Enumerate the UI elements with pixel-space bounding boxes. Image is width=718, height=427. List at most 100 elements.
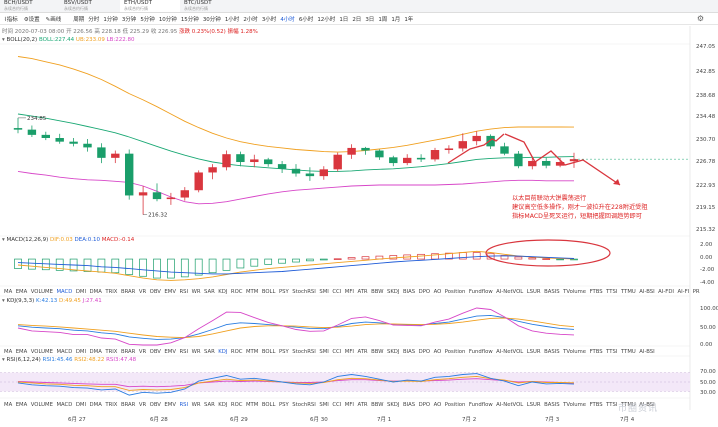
indicator-tab-trix[interactable]: TRIX bbox=[105, 349, 118, 355]
indicator-tab-tvolume[interactable]: TVolume bbox=[563, 289, 587, 295]
indicator-tab-rsi[interactable]: RSI bbox=[179, 289, 189, 295]
indicator-tab-cci[interactable]: CCI bbox=[332, 402, 342, 408]
period-option-8[interactable]: 1小时 bbox=[224, 16, 240, 23]
settings-button[interactable]: ⚙设置 bbox=[22, 15, 42, 23]
indicator-tab-dpo[interactable]: DPO bbox=[418, 402, 431, 408]
indicator-tab-smi[interactable]: SMI bbox=[319, 402, 329, 408]
period-option-17[interactable]: 1周 bbox=[378, 16, 388, 23]
indicator-tab-tvolume[interactable]: TVolume bbox=[563, 349, 587, 355]
indicator-tab-ftbs[interactable]: FTBS bbox=[589, 402, 603, 408]
indicator-tab-ai-bsi[interactable]: AI-BSI bbox=[639, 289, 655, 295]
indicator-tab-smi[interactable]: SMI bbox=[319, 349, 329, 355]
indicator-tab-psy[interactable]: PSY bbox=[278, 349, 289, 355]
period-option-9[interactable]: 2小时 bbox=[243, 16, 258, 23]
indicator-tab-atr[interactable]: ATR bbox=[357, 289, 368, 295]
indicator-tab-vr[interactable]: VR bbox=[138, 289, 147, 295]
period-option-18[interactable]: 1月 bbox=[391, 16, 401, 23]
indicator-tab-ttsi[interactable]: TTSI bbox=[606, 289, 618, 295]
period-option-0[interactable]: 周期 bbox=[73, 16, 85, 23]
draw-button[interactable]: ✎画线 bbox=[44, 15, 64, 23]
indicator-tab-stochrsi[interactable]: StochRSI bbox=[292, 402, 316, 408]
indicator-tab-mfi[interactable]: MFI bbox=[344, 402, 354, 408]
indicator-button[interactable]: ⌇指标 bbox=[2, 15, 20, 23]
indicator-tab-sar[interactable]: SAR bbox=[204, 289, 215, 295]
indicator-tab-ao[interactable]: AO bbox=[433, 402, 442, 408]
indicator-tab-dmi[interactable]: DMI bbox=[75, 289, 87, 295]
indicator-tab-mtm[interactable]: MTM bbox=[245, 289, 259, 295]
indicator-tab-volume[interactable]: VOLUME bbox=[30, 402, 53, 408]
indicator-tab-ema[interactable]: EMA bbox=[15, 349, 28, 355]
indicator-tab-boll[interactable]: BOLL bbox=[261, 402, 276, 408]
indicator-tab-macd[interactable]: MACD bbox=[56, 349, 73, 355]
indicator-tab-lsur[interactable]: LSUR bbox=[526, 289, 541, 295]
indicator-tab-stochrsi[interactable]: StochRSI bbox=[292, 289, 316, 295]
indicator-tab-volume[interactable]: VOLUME bbox=[30, 349, 53, 355]
indicator-tab-ttmu[interactable]: TTMU bbox=[620, 289, 636, 295]
indicator-tab-bbw[interactable]: BBW bbox=[371, 289, 384, 295]
indicator-tab-dma[interactable]: DMA bbox=[89, 289, 102, 295]
indicator-tab-roc[interactable]: ROC bbox=[230, 289, 243, 295]
indicator-tab-skdj[interactable]: SKDJ bbox=[386, 349, 400, 355]
indicator-tab-dmi[interactable]: DMI bbox=[75, 402, 87, 408]
indicator-tab-atr[interactable]: ATR bbox=[357, 402, 368, 408]
indicator-tab-skdj[interactable]: SKDJ bbox=[386, 402, 400, 408]
indicator-tab-boll[interactable]: BOLL bbox=[261, 289, 276, 295]
indicator-tab-ai-netvol[interactable]: AI-NetVOL bbox=[496, 402, 524, 408]
period-option-3[interactable]: 3分钟 bbox=[121, 16, 137, 23]
indicator-tab-ai-bsi[interactable]: AI-BSI bbox=[639, 402, 655, 408]
indicator-tab-ttmu[interactable]: TTMU bbox=[620, 349, 636, 355]
indicator-tab-ftbs[interactable]: FTBS bbox=[589, 349, 603, 355]
indicator-tab-volume[interactable]: VOLUME bbox=[30, 289, 53, 295]
indicator-tab-trix[interactable]: TRIX bbox=[105, 289, 118, 295]
indicator-tab-vr[interactable]: VR bbox=[138, 349, 147, 355]
indicator-tab-ftbs[interactable]: FTBS bbox=[589, 289, 603, 295]
period-option-1[interactable]: 分时 bbox=[88, 16, 100, 23]
indicator-tab-basis[interactable]: BASIS bbox=[544, 289, 560, 295]
period-option-6[interactable]: 15分钟 bbox=[180, 16, 199, 23]
indicator-tab-bbw[interactable]: BBW bbox=[371, 402, 384, 408]
period-option-13[interactable]: 12小时 bbox=[317, 16, 336, 23]
indicator-tab-roc[interactable]: ROC bbox=[230, 349, 243, 355]
period-option-12[interactable]: 6小时 bbox=[298, 16, 314, 23]
tab-bch[interactable]: BCH/USDT 永续合约行情 bbox=[0, 0, 60, 12]
indicator-tab-ai-netvol[interactable]: AI-NetVOL bbox=[496, 349, 524, 355]
indicator-tab-obv[interactable]: OBV bbox=[149, 402, 161, 408]
indicator-tab-basis[interactable]: BASIS bbox=[544, 349, 560, 355]
indicator-tab-bias[interactable]: BIAS bbox=[402, 349, 416, 355]
indicator-tab-mfi[interactable]: MFI bbox=[344, 289, 354, 295]
indicator-tab-position[interactable]: Position bbox=[444, 289, 466, 295]
indicator-tab-tvolume[interactable]: TVolume bbox=[563, 402, 587, 408]
tab-eth[interactable]: ETH/USDT 永续合约行情 bbox=[120, 0, 180, 12]
period-option-2[interactable]: 1分钟 bbox=[103, 16, 118, 23]
indicator-tab-macd[interactable]: MACD bbox=[56, 402, 73, 408]
indicator-tab-basis[interactable]: BASIS bbox=[544, 402, 560, 408]
indicator-tab-obv[interactable]: OBV bbox=[149, 289, 161, 295]
period-option-16[interactable]: 3日 bbox=[365, 16, 375, 23]
indicator-tab-kdj[interactable]: KDJ bbox=[218, 289, 228, 295]
indicator-tab-fundflow[interactable]: Fundflow bbox=[468, 349, 493, 355]
indicator-tab-mfi[interactable]: MFI bbox=[344, 349, 354, 355]
indicator-tab-lsur[interactable]: LSUR bbox=[526, 402, 541, 408]
macd-toggle-icon[interactable]: ▾ bbox=[2, 237, 5, 243]
indicator-tab-kdj[interactable]: KDJ bbox=[218, 402, 228, 408]
indicator-tab-fundflow[interactable]: Fundflow bbox=[468, 402, 493, 408]
indicator-tab-position[interactable]: Position bbox=[444, 402, 466, 408]
indicator-tab-position[interactable]: Position bbox=[444, 349, 466, 355]
tab-bsv[interactable]: BSV/USDT 永续合约行情 bbox=[60, 0, 120, 12]
indicator-tab-smi[interactable]: SMI bbox=[319, 289, 329, 295]
indicator-tab-wr[interactable]: WR bbox=[191, 349, 201, 355]
indicator-tab-bias[interactable]: BIAS bbox=[402, 289, 416, 295]
indicator-tab-ttmu[interactable]: TTMU bbox=[620, 402, 636, 408]
indicator-tab-bias[interactable]: BIAS bbox=[402, 402, 416, 408]
indicator-tab-ai-fi[interactable]: AI-FI bbox=[677, 289, 690, 295]
indicator-tab-ma[interactable]: MA bbox=[4, 289, 13, 295]
indicator-tab-psy[interactable]: PSY bbox=[278, 289, 289, 295]
indicator-tab-skdj[interactable]: SKDJ bbox=[386, 289, 400, 295]
period-option-11[interactable]: 4小时 bbox=[280, 16, 295, 23]
indicator-tab-emv[interactable]: EMV bbox=[164, 402, 176, 408]
indicator-tab-stochrsi[interactable]: StochRSI bbox=[292, 349, 316, 355]
period-option-7[interactable]: 30分钟 bbox=[202, 16, 221, 23]
indicator-tab-bbw[interactable]: BBW bbox=[371, 349, 384, 355]
indicator-tab-obv[interactable]: OBV bbox=[149, 349, 161, 355]
period-option-19[interactable]: 1年 bbox=[404, 16, 414, 23]
